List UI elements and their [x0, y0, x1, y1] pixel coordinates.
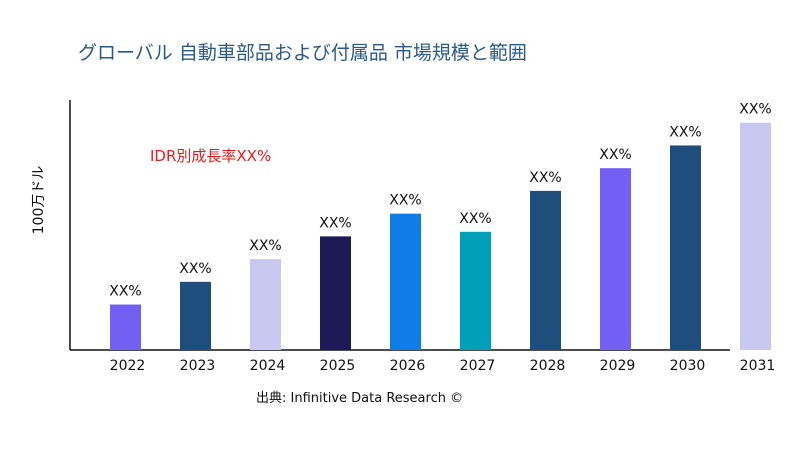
bar-2023: [180, 281, 211, 350]
data-label-2027: XX%: [459, 211, 491, 227]
data-label-2023: XX%: [179, 261, 211, 277]
bar-2024: [250, 259, 281, 350]
data-label-2026: XX%: [389, 193, 421, 209]
bar-2025: [320, 236, 351, 350]
x-tick-label-2030: 2030: [670, 358, 706, 374]
data-label-2022: XX%: [109, 284, 141, 300]
data-label-2030: XX%: [669, 124, 701, 140]
x-tick-label-2027: 2027: [460, 358, 496, 374]
bar-2029: [600, 168, 631, 350]
x-tick-label-2022: 2022: [110, 358, 146, 374]
cagr-annotation: IDR別成長率XX%: [150, 147, 272, 165]
bar-2027: [460, 231, 491, 350]
data-label-2028: XX%: [529, 170, 561, 186]
source-note: 出典: Infinitive Data Research ©: [256, 391, 464, 406]
data-label-2025: XX%: [319, 215, 351, 231]
x-tick-label-2028: 2028: [530, 358, 566, 374]
x-tick-label-2026: 2026: [390, 358, 426, 374]
x-tick-label-2025: 2025: [320, 358, 356, 374]
x-tick-label-2023: 2023: [180, 358, 216, 374]
bar-2028: [530, 190, 561, 350]
data-label-2024: XX%: [249, 238, 281, 254]
bar-2031: [740, 122, 771, 351]
chart-title: グローバル 自動車部品および付属品 市場規模と範囲: [78, 42, 527, 64]
data-label-2029: XX%: [599, 147, 631, 163]
x-tick-label-2024: 2024: [250, 358, 286, 374]
bar-2026: [390, 213, 421, 350]
bar-2022: [110, 304, 141, 350]
x-tick-label-2031: 2031: [740, 358, 776, 374]
data-label-2031: XX%: [739, 102, 771, 118]
x-tick-label-2029: 2029: [600, 358, 636, 374]
bar-2030: [670, 145, 701, 350]
